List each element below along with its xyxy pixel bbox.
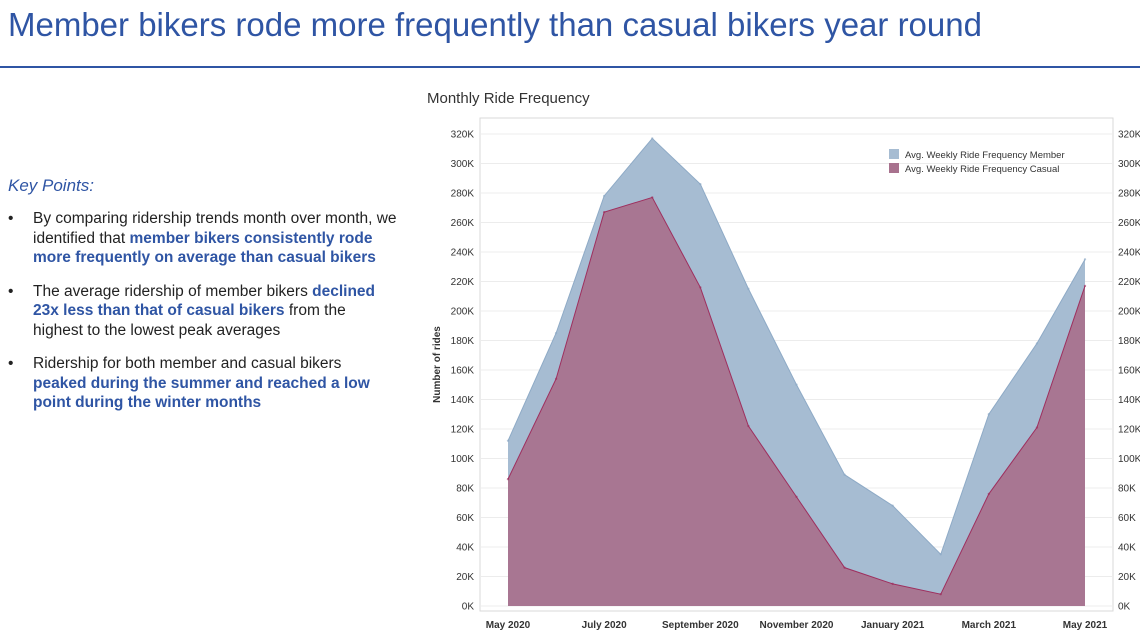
y-tick-label: 220K bbox=[451, 277, 475, 288]
data-point bbox=[843, 566, 846, 569]
data-point bbox=[987, 413, 991, 416]
y-tick-label-right: 260K bbox=[1118, 218, 1140, 229]
y-tick-label: 200K bbox=[451, 307, 475, 318]
key-point-highlight: declined 23x less than that of casual bi… bbox=[33, 282, 376, 320]
x-tick-label: July 2020 bbox=[582, 620, 627, 631]
data-point bbox=[651, 196, 654, 199]
key-point-highlight: member bikers consistently rode more fre… bbox=[33, 229, 376, 267]
legend-label: Avg. Weekly Ride Frequency Member bbox=[905, 150, 1065, 161]
key-point-item: • Ridership for both member and casual bi… bbox=[8, 354, 398, 413]
data-point bbox=[939, 593, 942, 596]
y-tick-label-right: 120K bbox=[1118, 425, 1140, 436]
y-tick-label-right: 20K bbox=[1118, 572, 1136, 583]
y-axis-label: Number of rides bbox=[432, 326, 443, 403]
y-tick-label: 80K bbox=[456, 484, 474, 495]
data-point bbox=[506, 477, 510, 481]
key-point-text: from the highest to the lowest peak aver… bbox=[33, 302, 346, 339]
key-point-item: • The average ridership of member bikers … bbox=[8, 282, 398, 341]
key-point-item: • By comparing ridership trends month ove… bbox=[8, 209, 398, 268]
x-tick-label: September 2020 bbox=[662, 620, 739, 631]
y-tick-label-right: 100K bbox=[1118, 454, 1140, 465]
y-tick-label-right: 140K bbox=[1118, 395, 1140, 406]
y-tick-label: 100K bbox=[451, 454, 475, 465]
y-tick-label: 20K bbox=[456, 572, 474, 583]
data-point bbox=[554, 331, 558, 335]
data-point bbox=[987, 492, 991, 496]
legend-swatch bbox=[889, 149, 899, 159]
data-point bbox=[1035, 426, 1039, 429]
key-point-text: By comparing ridership trends month over… bbox=[33, 210, 397, 247]
y-tick-label: 320K bbox=[451, 130, 475, 141]
y-tick-label-right: 220K bbox=[1118, 277, 1140, 288]
x-tick-label: May 2021 bbox=[1063, 620, 1108, 631]
y-tick-label: 140K bbox=[451, 395, 475, 406]
slide-title: Member bikers rode more frequently than … bbox=[8, 6, 982, 43]
y-tick-label: 180K bbox=[451, 336, 475, 347]
data-point bbox=[554, 377, 558, 381]
key-point-text: Ridership for both member and casual bik… bbox=[33, 355, 342, 372]
area-series-casual bbox=[508, 197, 1085, 607]
data-point bbox=[891, 504, 894, 507]
key-point-highlight: peaked during the summer and reached a l… bbox=[33, 374, 370, 412]
data-point bbox=[843, 473, 846, 476]
bullet-icon: • bbox=[8, 355, 14, 372]
key-point-text: The average ridership of member bikers bbox=[33, 282, 313, 300]
data-point bbox=[602, 210, 606, 214]
ride-frequency-chart: 0K 0K 20K 20K 40K 40K 60K 60K 80K 80K 100K 100K 120K… bbox=[432, 117, 1140, 631]
data-point bbox=[506, 439, 510, 442]
data-point bbox=[795, 495, 798, 499]
data-point bbox=[747, 424, 750, 428]
y-tick-label: 0K bbox=[462, 602, 475, 613]
data-point bbox=[795, 383, 798, 386]
y-tick-label: 120K bbox=[451, 425, 475, 436]
y-tick-label-right: 0K bbox=[1118, 602, 1131, 613]
y-tick-label-right: 80K bbox=[1118, 484, 1136, 495]
y-tick-label-right: 180K bbox=[1118, 336, 1140, 347]
y-tick-label: 40K bbox=[456, 543, 474, 554]
y-tick-label-right: 160K bbox=[1118, 366, 1140, 377]
y-tick-label: 60K bbox=[456, 513, 474, 524]
data-point bbox=[1083, 284, 1087, 288]
data-point bbox=[651, 137, 654, 140]
y-tick-label-right: 300K bbox=[1118, 159, 1140, 170]
data-point bbox=[747, 287, 750, 291]
chart-title: Monthly Ride Frequency bbox=[427, 90, 590, 107]
legend-label: Avg. Weekly Ride Frequency Casual bbox=[905, 164, 1059, 175]
y-tick-label: 280K bbox=[451, 189, 475, 200]
key-points-heading: Key Points: bbox=[8, 176, 94, 195]
x-tick-label: May 2020 bbox=[486, 620, 531, 631]
data-point bbox=[1035, 342, 1039, 345]
y-tick-label: 300K bbox=[451, 159, 475, 170]
x-tick-label: January 2021 bbox=[861, 620, 925, 631]
y-tick-label-right: 60K bbox=[1118, 513, 1136, 524]
y-tick-label-right: 280K bbox=[1118, 189, 1140, 200]
title-divider bbox=[0, 66, 1140, 68]
data-point bbox=[699, 286, 702, 289]
key-points-list: • By comparing ridership trends month ove… bbox=[8, 209, 398, 427]
y-tick-label-right: 200K bbox=[1118, 307, 1140, 318]
data-point bbox=[699, 182, 702, 186]
bullet-icon: • bbox=[8, 210, 14, 227]
bullet-icon: • bbox=[8, 282, 14, 300]
data-point bbox=[939, 553, 942, 556]
y-tick-label-right: 40K bbox=[1118, 543, 1136, 554]
legend-swatch bbox=[889, 163, 899, 173]
y-tick-label: 160K bbox=[451, 366, 475, 377]
data-point bbox=[891, 582, 894, 586]
x-tick-label: March 2021 bbox=[962, 620, 1017, 631]
data-point bbox=[602, 194, 606, 198]
y-tick-label: 240K bbox=[451, 248, 475, 259]
y-tick-label-right: 240K bbox=[1118, 248, 1140, 259]
x-tick-label: November 2020 bbox=[760, 620, 834, 631]
y-tick-label-right: 320K bbox=[1118, 130, 1140, 141]
y-tick-label: 260K bbox=[451, 218, 475, 229]
data-point bbox=[1083, 258, 1087, 261]
